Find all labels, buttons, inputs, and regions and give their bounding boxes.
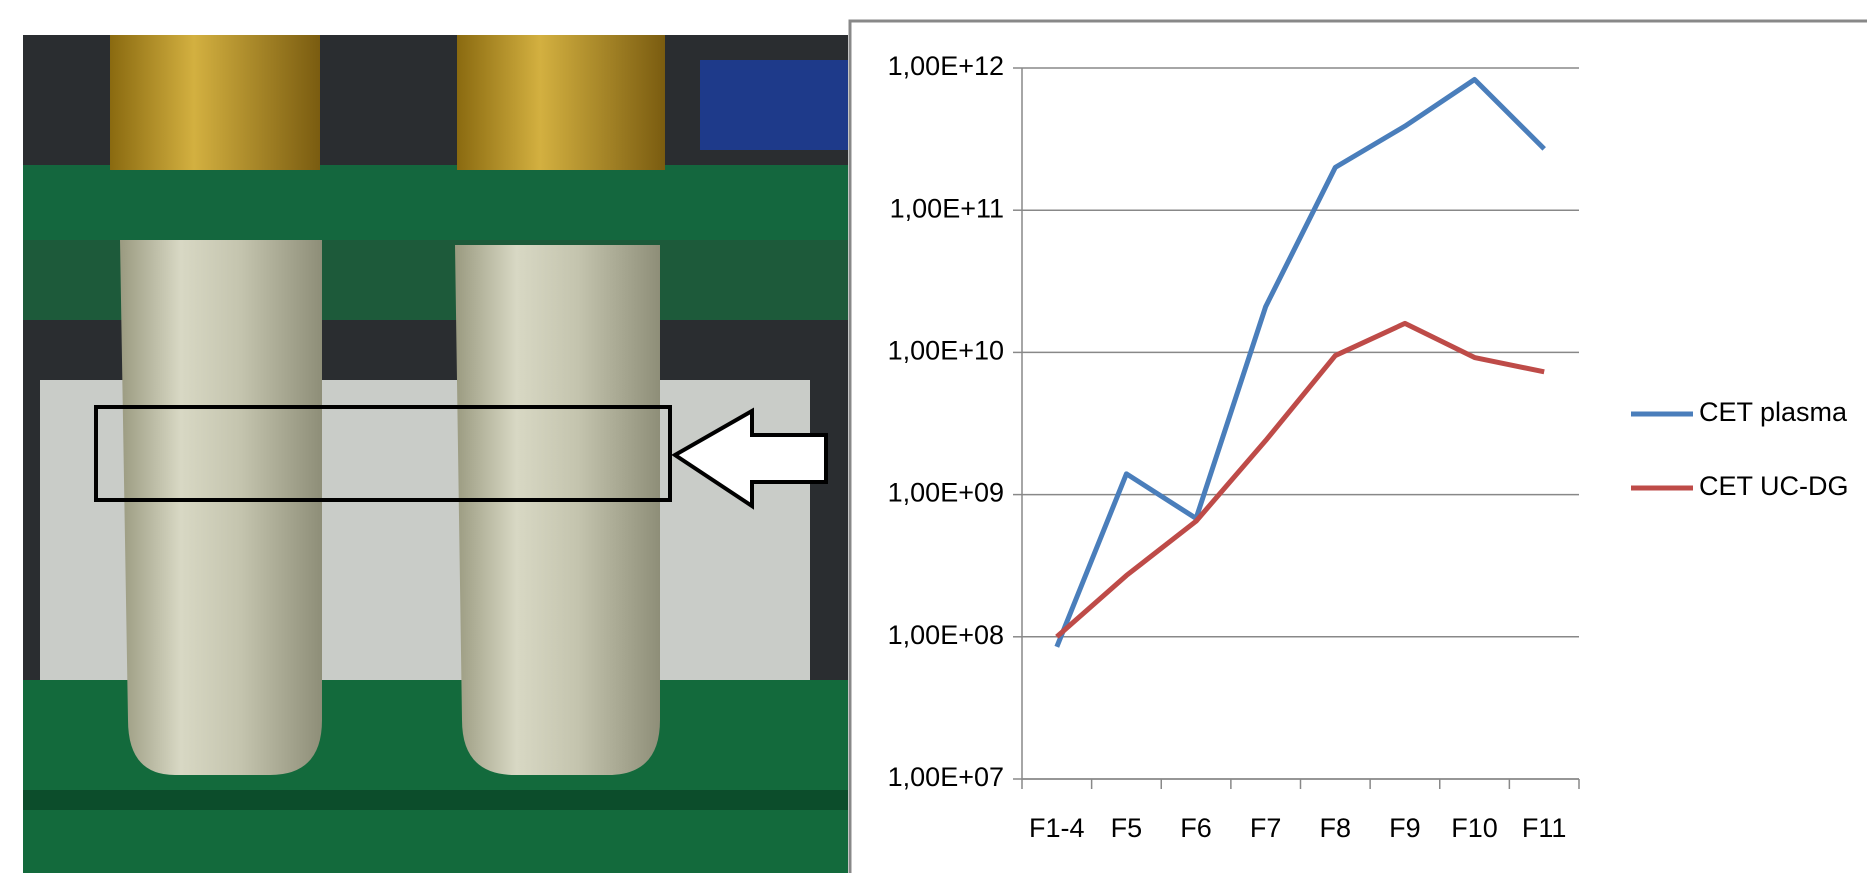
x-tick-label: F9 xyxy=(1389,813,1421,843)
x-tick-label: F6 xyxy=(1180,813,1212,843)
x-tick-label: F5 xyxy=(1111,813,1143,843)
x-tick-label: F1-4 xyxy=(1029,813,1085,843)
chart-border xyxy=(850,21,1867,873)
series-line xyxy=(1057,80,1544,647)
x-tick-label: F7 xyxy=(1250,813,1282,843)
y-tick-label: 1,00E+08 xyxy=(888,620,1004,650)
x-tick-label: F8 xyxy=(1320,813,1352,843)
figure: 1,00E+07 1,00E+08 1,00E+09 1,00E+10 1,00E+11… xyxy=(0,0,1867,873)
legend-label: CET plasma xyxy=(1699,397,1848,427)
y-tick-label: 1,00E+09 xyxy=(888,478,1004,508)
y-tick-label: 1,00E+07 xyxy=(888,762,1004,792)
photo xyxy=(23,35,848,873)
legend-label: CET UC-DG xyxy=(1699,471,1849,501)
y-tick-label: 1,00E+12 xyxy=(888,51,1004,81)
y-tick-label: 1,00E+11 xyxy=(890,193,1004,223)
series-line xyxy=(1057,323,1544,636)
y-tick-label: 1,00E+10 xyxy=(888,336,1004,366)
x-tick-label: F11 xyxy=(1522,813,1567,843)
x-tick-label: F10 xyxy=(1451,813,1498,843)
